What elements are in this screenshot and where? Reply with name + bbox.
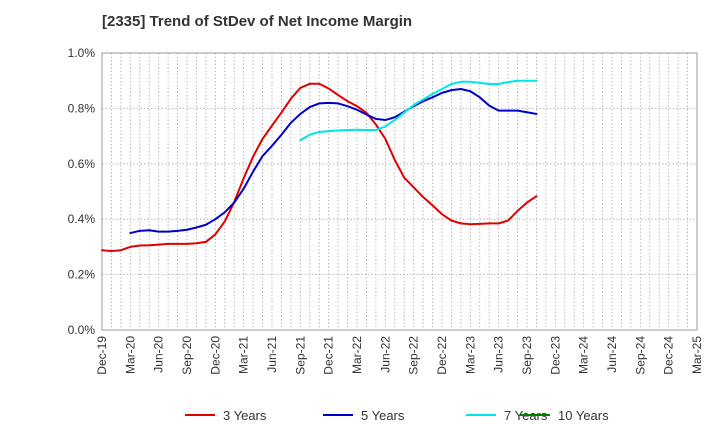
legend-label: 10 Years [558, 408, 609, 423]
x-tick-label: Sep-24 [633, 336, 647, 375]
legend-label: 3 Years [223, 408, 267, 423]
x-tick-label: Mar-23 [463, 336, 477, 374]
y-tick-label: 0.6% [68, 157, 96, 171]
series-line-3-years [101, 82, 538, 253]
x-tick-label: Dec-20 [208, 336, 222, 375]
y-tick-label: 0.2% [68, 268, 96, 282]
legend-label: 5 Years [361, 408, 405, 423]
x-tick-label: Dec-22 [435, 336, 449, 375]
x-tick-label: Mar-24 [577, 336, 591, 374]
x-tick-label: Jun-22 [378, 336, 392, 373]
series-line-7-years [299, 79, 538, 142]
x-tick-label: Sep-23 [520, 336, 534, 375]
chart-title: [2335] Trend of StDev of Net Income Marg… [102, 13, 413, 30]
x-tick-label: Sep-20 [180, 336, 194, 375]
y-tick-label: 0.8% [68, 101, 96, 115]
x-tick-label: Jun-23 [492, 336, 506, 373]
x-tick-label: Mar-21 [237, 336, 251, 374]
y-tick-label: 0.0% [68, 323, 96, 337]
plot-frame [101, 52, 698, 331]
series-line-5-years [129, 88, 538, 235]
x-tick-label: Dec-21 [322, 336, 336, 375]
x-tick-label: Mar-25 [690, 336, 704, 374]
x-tick-label: Mar-20 [123, 336, 137, 374]
x-tick-label: Dec-24 [662, 336, 676, 375]
x-tick-label: Jun-21 [265, 336, 279, 373]
x-tick-label: Dec-23 [548, 336, 562, 375]
y-tick-label: 1.0% [68, 46, 96, 60]
y-tick-label: 0.4% [68, 212, 96, 226]
x-tick-label: Dec-19 [95, 336, 109, 375]
x-tick-label: Sep-21 [293, 336, 307, 375]
x-tick-label: Sep-22 [407, 336, 421, 375]
x-tick-label: Jun-24 [605, 336, 619, 373]
x-tick-label: Mar-22 [350, 336, 364, 374]
x-tick-label: Jun-20 [152, 336, 166, 373]
